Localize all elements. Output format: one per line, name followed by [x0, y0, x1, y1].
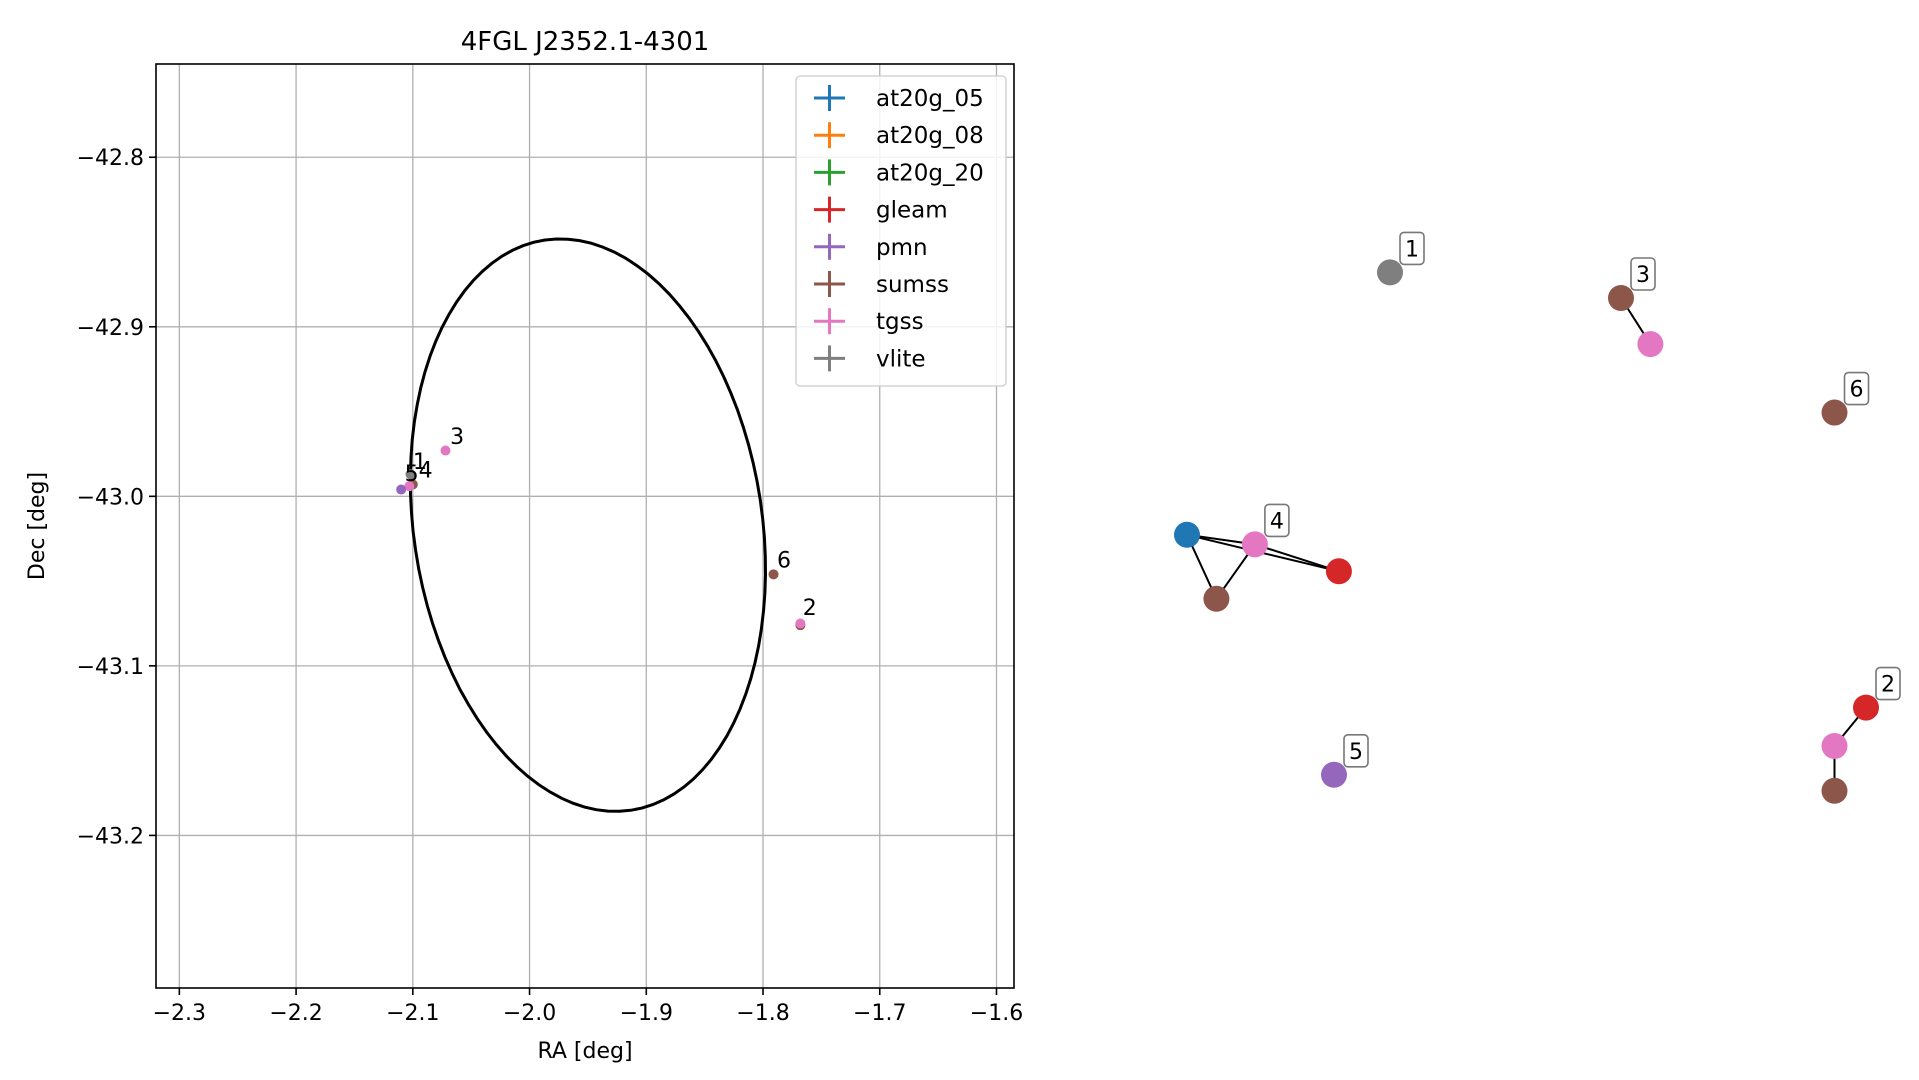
graph-node	[1853, 694, 1879, 721]
x-tick-label: −2.2	[269, 1001, 322, 1026]
graph-node-label: 6	[1843, 371, 1870, 406]
legend-label: vlite	[876, 346, 926, 372]
x-tick-label: −1.7	[853, 1001, 906, 1026]
graph-node-label: 1	[1399, 231, 1425, 266]
graph-node	[1174, 521, 1200, 548]
x-tick-label: −2.1	[386, 1001, 439, 1026]
error-ellipse	[408, 237, 768, 813]
graph-label-text: 5	[1349, 740, 1363, 765]
legend-label: at20g_08	[876, 123, 984, 149]
source-point-tgss	[795, 618, 806, 629]
x-tick-label: −1.8	[736, 1001, 789, 1026]
legend-entry-vlite: vlite	[814, 345, 926, 372]
point-label: 2	[803, 596, 817, 621]
graph-label-box	[1399, 231, 1425, 266]
graph-label-box	[1630, 257, 1656, 291]
point-labels-layer: 145 3 62	[405, 425, 817, 621]
y-axis-ticks: −42.8 −42.9 −43.0 −43.1 −43.2	[77, 146, 156, 849]
point-label: 4	[419, 459, 433, 484]
graph-label-text: 4	[1270, 509, 1284, 534]
graph-edge	[1254, 543, 1340, 573]
graph-label-text: 3	[1636, 263, 1650, 288]
y-tick-label: −43.1	[77, 655, 144, 680]
source-point-sumss	[768, 569, 779, 580]
graph-node	[1377, 259, 1403, 286]
source-point-vlite	[405, 469, 416, 480]
graph-labels: 1 3 6 4 5 2	[1264, 231, 1901, 768]
graph-label-box	[1875, 666, 1901, 701]
point-label: 3	[450, 425, 464, 450]
graph-node	[1821, 777, 1848, 804]
graph-node	[1637, 331, 1664, 358]
legend-label: gleam	[876, 198, 948, 224]
legend-entry-pmn: pmn	[814, 233, 928, 261]
graph-edges	[1186, 297, 1867, 791]
x-tick-label: −2.0	[503, 1001, 556, 1026]
graph-node-label: 5	[1343, 733, 1369, 768]
point-label: 5	[405, 462, 419, 487]
graph-node	[1325, 558, 1352, 585]
graph-label-box	[1843, 371, 1870, 406]
points-layer	[396, 445, 806, 631]
x-axis-ticks: −2.3 −2.2 −2.1 −2.0 −1.9 −1.8 −1.7 −1.6	[153, 988, 1023, 1026]
graph-nodes	[1174, 259, 1879, 804]
point-label: 6	[777, 549, 791, 574]
plot-frame	[155, 63, 1015, 989]
legend-entry-gleam: gleam	[814, 196, 948, 224]
legend-entry-at20g_05: at20g_05	[814, 85, 984, 112]
legend-entry-sumss: sumss	[814, 271, 949, 298]
graph-label-text: 6	[1850, 378, 1864, 403]
graph-node-label: 2	[1875, 666, 1901, 701]
legend-box	[795, 75, 1007, 387]
legend-label: pmn	[876, 235, 928, 261]
y-tick-label: −43.2	[77, 824, 144, 849]
legend-entry-tgss: tgss	[814, 308, 924, 335]
chart-title: 4FGL J2352.1-4301	[461, 27, 710, 57]
point-label: 1	[413, 450, 427, 475]
legend-entry-at20g_08: at20g_08	[814, 122, 984, 149]
legend-label: at20g_05	[876, 86, 984, 112]
legend-label: at20g_20	[876, 160, 984, 186]
graph-node	[1321, 761, 1347, 788]
y-tick-label: −42.9	[77, 316, 144, 341]
x-tick-label: −1.6	[970, 1001, 1023, 1026]
graph-node-label: 4	[1264, 503, 1290, 538]
graph-node	[1203, 585, 1230, 612]
legend-entry-at20g_20: at20g_20	[814, 159, 984, 186]
legend-label: sumss	[876, 272, 949, 298]
x-tick-label: −2.3	[153, 1001, 206, 1026]
error-ellipse-layer	[408, 237, 768, 813]
graph-node	[1608, 285, 1634, 311]
y-tick-label: −42.8	[77, 146, 144, 171]
graph-node-label: 3	[1630, 257, 1656, 291]
association-graph: 1 3 6 4 5 2	[1174, 231, 1901, 804]
y-axis-label: Dec [deg]	[25, 472, 50, 580]
graph-label-box	[1264, 503, 1290, 538]
source-point-pmn	[396, 484, 407, 495]
graph-label-box	[1343, 733, 1369, 768]
graph-node	[1821, 399, 1848, 426]
source-point-tgss	[440, 445, 451, 456]
y-tick-label: −43.0	[77, 485, 144, 510]
graph-node	[1241, 531, 1268, 558]
graph-node	[1821, 733, 1848, 759]
x-tick-label: −1.9	[620, 1001, 673, 1026]
legend-label: tgss	[876, 309, 924, 335]
graph-label-text: 2	[1881, 673, 1895, 698]
x-axis-label: RA [deg]	[537, 1039, 632, 1064]
graph-label-text: 1	[1405, 237, 1419, 262]
source-point-tgss	[404, 481, 415, 492]
